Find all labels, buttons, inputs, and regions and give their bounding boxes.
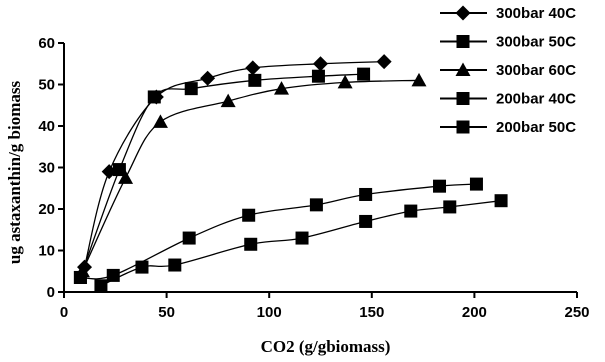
data-point-series-2	[311, 69, 325, 83]
legend: 300bar 40C 300bar 50C 300bar 60C 200bar 40C…	[440, 5, 576, 136]
legend-label: 200bar 50C	[496, 119, 576, 136]
x-tick-label: 250	[564, 304, 589, 321]
legend-label: 300bar 50C	[496, 34, 576, 51]
data-point-series-4	[309, 198, 323, 212]
y-tick-label: 10	[38, 243, 55, 260]
data-point-series-2	[112, 163, 126, 177]
x-tick-label: 0	[60, 304, 68, 321]
x-tick-label: 50	[158, 304, 175, 321]
series-line-1	[83, 61, 385, 268]
data-point-series-2	[248, 73, 262, 87]
data-point-series-3	[152, 114, 168, 128]
data-point-series-3	[118, 170, 134, 184]
data-point-series-4	[359, 187, 373, 201]
data-point-series-5	[168, 258, 182, 272]
y-tick-label: 40	[38, 118, 55, 135]
y-tick-label: 60	[38, 35, 55, 52]
data-point-series-4	[242, 208, 256, 222]
series-curves	[79, 61, 502, 287]
legend-marker	[456, 120, 470, 134]
data-point-series-2	[357, 67, 371, 81]
legend-label: 200bar 40C	[496, 91, 576, 108]
data-point-series-3	[220, 93, 236, 108]
legend-marker	[456, 92, 470, 105]
x-tick-label: 100	[257, 304, 282, 321]
data-point-series-5	[494, 194, 508, 208]
y-tick-label: 20	[38, 201, 55, 218]
data-point-series-4	[73, 270, 87, 284]
data-point-series-5	[443, 200, 457, 214]
x-tick-label: 150	[359, 304, 384, 321]
x-axis-ticks: 0 50 100 150 200 250	[60, 292, 590, 321]
data-point-series-1	[101, 164, 117, 180]
data-point-series-3	[411, 72, 427, 87]
data-point-series-3	[274, 81, 290, 95]
y-axis-title: ug astaxanthin/g biomass	[5, 80, 24, 264]
x-tick-label: 200	[462, 304, 487, 321]
y-tick-label: 0	[47, 284, 55, 301]
data-point-series-5	[404, 204, 418, 218]
data-point-series-4	[106, 268, 120, 282]
legend-marker	[455, 5, 471, 21]
series-line-4	[80, 183, 477, 280]
y-tick-label: 30	[38, 160, 55, 177]
data-point-series-1	[200, 70, 216, 86]
data-point-series-2	[147, 90, 161, 104]
data-point-series-4	[182, 231, 196, 245]
legend-label: 300bar 40C	[496, 5, 576, 22]
data-point-series-2	[184, 82, 198, 96]
legend-label: 300bar 60C	[496, 62, 576, 79]
x-axis-title: CO2 (g/gbiomass)	[261, 337, 391, 356]
data-point-series-5	[295, 231, 309, 245]
data-point-series-1	[313, 56, 328, 72]
series-markers	[73, 54, 508, 293]
data-point-series-5	[244, 237, 258, 251]
data-point-series-1	[245, 60, 261, 76]
data-point-series-4	[433, 179, 447, 193]
y-axis-ticks: 0 10 20 30 40 50 60	[38, 35, 64, 301]
data-point-series-5	[94, 279, 108, 293]
legend-marker	[456, 35, 470, 48]
data-point-series-5	[359, 214, 373, 228]
data-point-series-4	[469, 177, 483, 191]
data-point-series-3	[337, 74, 353, 89]
data-point-series-5	[135, 260, 149, 274]
data-point-series-1	[376, 54, 392, 70]
legend-marker	[455, 62, 471, 76]
y-tick-label: 50	[38, 77, 55, 94]
